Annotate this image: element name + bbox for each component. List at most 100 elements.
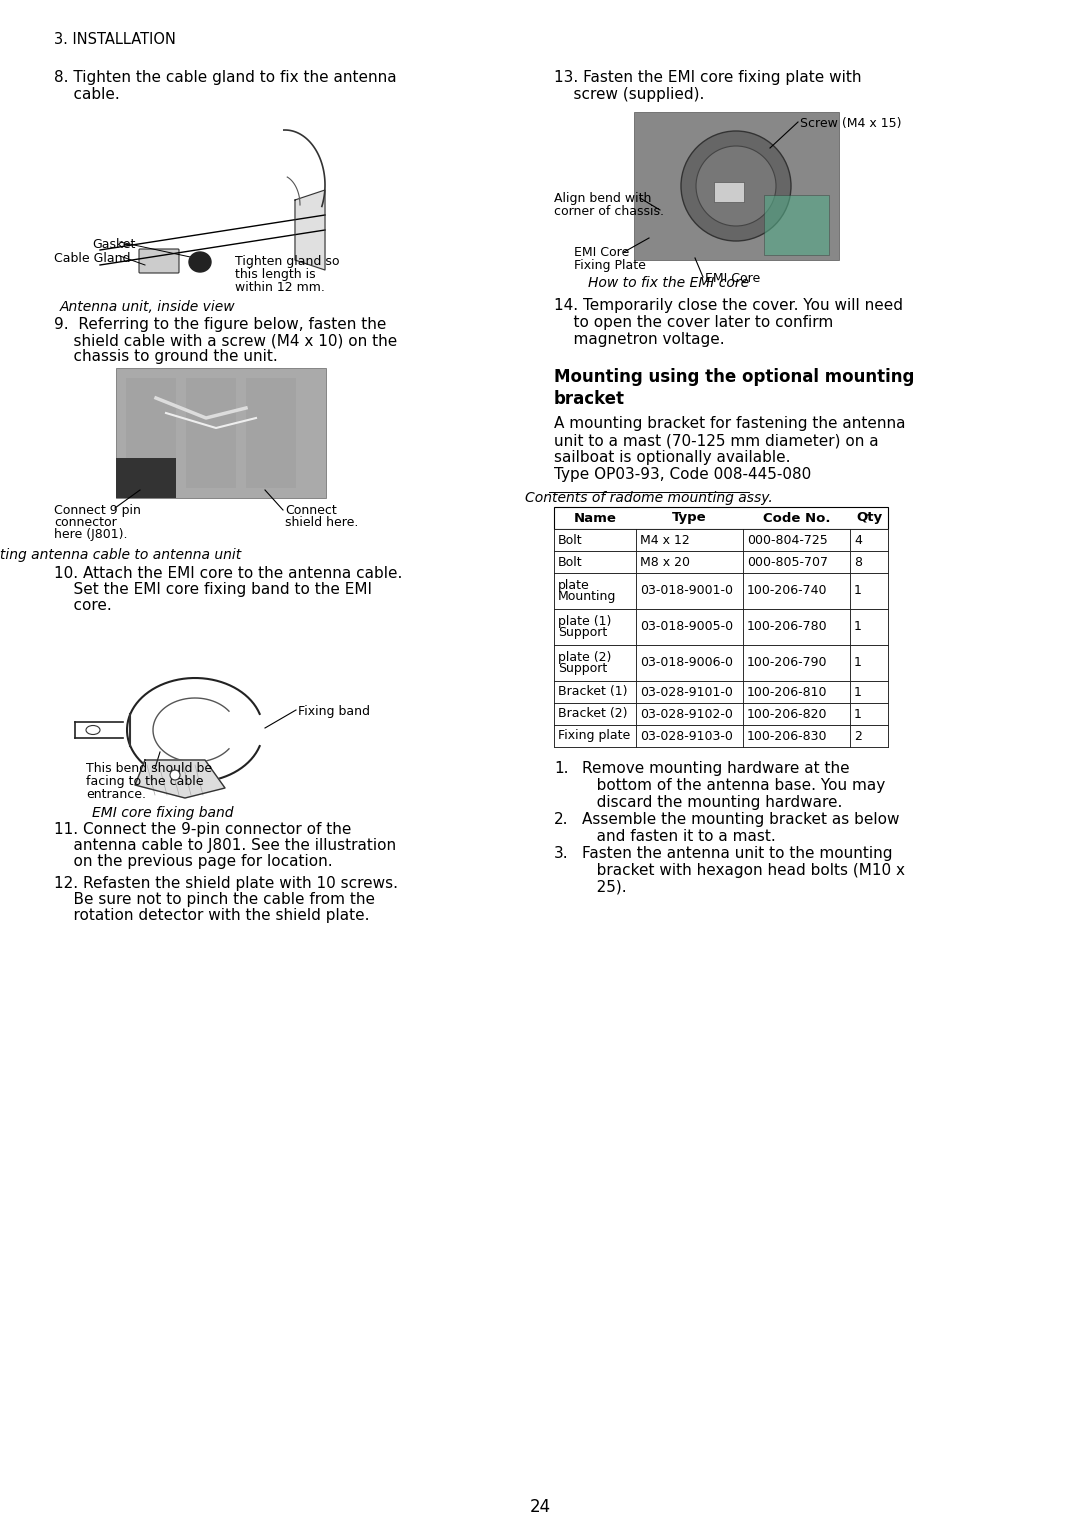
Bar bbox=[850, 703, 888, 724]
Text: 2.: 2. bbox=[554, 811, 568, 827]
Bar bbox=[743, 573, 850, 610]
Text: antenna cable to J801. See the illustration: antenna cable to J801. See the illustrat… bbox=[54, 837, 396, 853]
Text: Align bend with: Align bend with bbox=[554, 193, 651, 205]
Text: 1.: 1. bbox=[554, 761, 568, 776]
Bar bbox=[554, 529, 888, 552]
Bar bbox=[743, 552, 850, 573]
Text: EMI Core: EMI Core bbox=[705, 272, 760, 286]
Bar bbox=[636, 573, 743, 610]
Bar bbox=[634, 112, 839, 260]
Bar bbox=[554, 610, 888, 645]
Text: Fixing plate: Fixing plate bbox=[558, 729, 631, 743]
Text: 10. Attach the EMI core to the antenna cable.: 10. Attach the EMI core to the antenna c… bbox=[54, 565, 403, 581]
Bar bbox=[850, 645, 888, 681]
Bar bbox=[554, 507, 888, 529]
Text: corner of chassis.: corner of chassis. bbox=[554, 205, 664, 219]
Text: plate (2): plate (2) bbox=[558, 651, 611, 665]
Bar bbox=[554, 645, 888, 681]
Bar bbox=[554, 529, 636, 552]
Bar bbox=[554, 645, 636, 681]
Bar bbox=[743, 645, 850, 681]
Text: 3.: 3. bbox=[554, 847, 569, 860]
Text: 03-028-9102-0: 03-028-9102-0 bbox=[640, 707, 733, 721]
Bar bbox=[636, 645, 743, 681]
Text: Qty: Qty bbox=[856, 512, 882, 524]
FancyBboxPatch shape bbox=[139, 249, 179, 274]
Circle shape bbox=[681, 131, 791, 241]
Text: Fasten the antenna unit to the mounting: Fasten the antenna unit to the mounting bbox=[582, 847, 892, 860]
Text: 000-804-725: 000-804-725 bbox=[747, 533, 827, 547]
Text: Contents of radome mounting assy.: Contents of radome mounting assy. bbox=[525, 490, 773, 504]
Text: 12. Refasten the shield plate with 10 screws.: 12. Refasten the shield plate with 10 sc… bbox=[54, 876, 399, 891]
Text: chassis to ground the unit.: chassis to ground the unit. bbox=[54, 348, 278, 364]
Text: facing to the cable: facing to the cable bbox=[86, 775, 203, 788]
Text: Screw (M4 x 15): Screw (M4 x 15) bbox=[800, 118, 902, 130]
Bar bbox=[850, 529, 888, 552]
Bar bbox=[554, 573, 888, 610]
Text: Cable Gland: Cable Gland bbox=[54, 252, 131, 264]
Text: 1: 1 bbox=[854, 657, 862, 669]
Text: Bolt: Bolt bbox=[558, 533, 582, 547]
Text: 25).: 25). bbox=[582, 880, 626, 895]
Bar bbox=[636, 610, 743, 645]
Bar bbox=[850, 552, 888, 573]
Text: 000-805-707: 000-805-707 bbox=[747, 556, 828, 568]
Text: 8: 8 bbox=[854, 556, 862, 568]
Bar bbox=[554, 703, 888, 724]
Text: Bolt: Bolt bbox=[558, 556, 582, 568]
Text: here (J801).: here (J801). bbox=[54, 529, 127, 541]
Text: Fixing Plate: Fixing Plate bbox=[573, 260, 646, 272]
Text: on the previous page for location.: on the previous page for location. bbox=[54, 854, 333, 869]
Text: plate: plate bbox=[558, 579, 590, 591]
Bar bbox=[554, 724, 888, 747]
Text: Mounting using the optional mounting: Mounting using the optional mounting bbox=[554, 368, 915, 387]
Bar bbox=[743, 724, 850, 747]
Text: Fixing band: Fixing band bbox=[298, 704, 370, 718]
Circle shape bbox=[696, 147, 777, 226]
Text: 100-206-780: 100-206-780 bbox=[747, 620, 827, 634]
Ellipse shape bbox=[189, 252, 211, 272]
Bar bbox=[246, 377, 296, 487]
Text: Connect: Connect bbox=[285, 504, 337, 516]
Text: bottom of the antenna base. You may: bottom of the antenna base. You may bbox=[582, 778, 886, 793]
Text: 8. Tighten the cable gland to fix the antenna: 8. Tighten the cable gland to fix the an… bbox=[54, 70, 396, 86]
Text: within 12 mm.: within 12 mm. bbox=[235, 281, 325, 293]
Text: to open the cover later to confirm: to open the cover later to confirm bbox=[554, 315, 834, 330]
Bar bbox=[636, 703, 743, 724]
Text: 03-018-9005-0: 03-018-9005-0 bbox=[640, 620, 733, 634]
Text: How to fix the EMI core: How to fix the EMI core bbox=[589, 277, 750, 290]
Text: 24: 24 bbox=[529, 1497, 551, 1516]
Bar bbox=[186, 377, 237, 487]
Text: Remove mounting hardware at the: Remove mounting hardware at the bbox=[582, 761, 850, 776]
Text: cable.: cable. bbox=[54, 87, 120, 102]
Text: magnetron voltage.: magnetron voltage. bbox=[554, 332, 725, 347]
Text: Assemble the mounting bracket as below: Assemble the mounting bracket as below bbox=[582, 811, 900, 827]
Bar bbox=[554, 552, 636, 573]
Text: screw (supplied).: screw (supplied). bbox=[554, 87, 704, 102]
Text: M4 x 12: M4 x 12 bbox=[640, 533, 690, 547]
Text: connector: connector bbox=[54, 516, 117, 529]
Text: 13. Fasten the EMI core fixing plate with: 13. Fasten the EMI core fixing plate wit… bbox=[554, 70, 862, 86]
Text: 9.  Referring to the figure below, fasten the: 9. Referring to the figure below, fasten… bbox=[54, 316, 387, 332]
Text: Antenna unit, inside view: Antenna unit, inside view bbox=[60, 299, 235, 313]
Text: Name: Name bbox=[573, 512, 617, 524]
Bar bbox=[743, 681, 850, 703]
Text: Type OP03-93, Code 008-445-080: Type OP03-93, Code 008-445-080 bbox=[554, 468, 811, 481]
Text: 3. INSTALLATION: 3. INSTALLATION bbox=[54, 32, 176, 47]
Bar bbox=[636, 681, 743, 703]
Text: Type: Type bbox=[672, 512, 706, 524]
Circle shape bbox=[170, 770, 180, 779]
Text: Gasket: Gasket bbox=[92, 238, 135, 251]
Bar bbox=[116, 458, 176, 498]
Text: 1: 1 bbox=[854, 686, 862, 698]
Text: 1: 1 bbox=[854, 620, 862, 634]
Bar bbox=[554, 552, 888, 573]
Bar bbox=[554, 681, 888, 703]
Text: Support: Support bbox=[558, 626, 607, 639]
Bar bbox=[636, 529, 743, 552]
Bar bbox=[636, 552, 743, 573]
Bar bbox=[636, 724, 743, 747]
Text: 11. Connect the 9-pin connector of the: 11. Connect the 9-pin connector of the bbox=[54, 822, 351, 837]
Bar bbox=[850, 724, 888, 747]
Text: EMI Core: EMI Core bbox=[573, 246, 630, 260]
